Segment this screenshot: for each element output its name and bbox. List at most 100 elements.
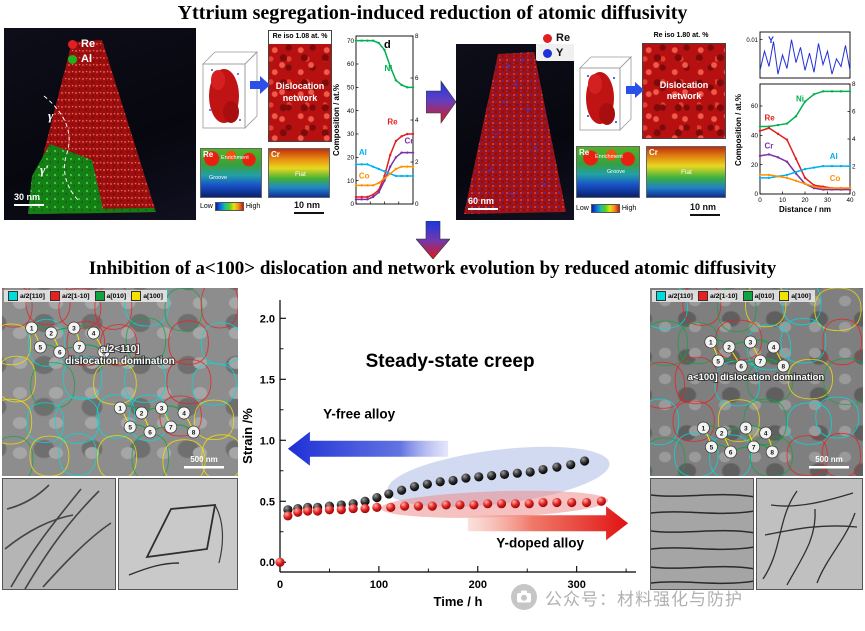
- watermark-text: 公众号：材料强化与防护: [545, 589, 743, 609]
- tem-legend-item-a/2[110]: a/2[110]: [8, 291, 45, 301]
- svg-text:2: 2: [852, 164, 856, 171]
- legend-label: a/2[1-10]: [709, 292, 738, 300]
- legend-swatch: [697, 291, 708, 301]
- composition-profile-y-free: 0 10 20 30 40 50 60 70 0 2 4 6 8 Ni Re Cr Al Co Compositio…: [332, 33, 419, 208]
- svg-text:20: 20: [347, 155, 355, 162]
- svg-text:0: 0: [415, 201, 419, 208]
- svg-text:0.01: 0.01: [746, 38, 758, 44]
- svg-text:1.5: 1.5: [260, 374, 275, 386]
- gamma-label: γ: [48, 108, 54, 123]
- legend-item-Al: Al: [68, 53, 95, 65]
- legend-label: a[100]: [791, 292, 811, 300]
- svg-text:0.5: 0.5: [260, 496, 275, 508]
- bottom-title: Inhibition of a<100> dislocation and net…: [88, 258, 777, 279]
- svg-text:30: 30: [824, 197, 832, 204]
- svg-text:40: 40: [751, 133, 759, 140]
- svg-text:Al: Al: [359, 148, 367, 157]
- watermark-logo-icon: [511, 584, 537, 610]
- svg-text:8: 8: [781, 363, 785, 370]
- map-note-flat: Flat: [295, 171, 306, 178]
- svg-text:0.0: 0.0: [260, 557, 275, 569]
- arrow-right-small-icon: [626, 82, 644, 98]
- svg-text:3: 3: [72, 325, 76, 332]
- svg-text:3: 3: [744, 425, 748, 432]
- legend-swatch: [742, 291, 753, 301]
- svg-text:Ni: Ni: [796, 95, 804, 104]
- apt-image-y-doped: 60 nm: [456, 44, 574, 220]
- svg-text:20: 20: [801, 197, 809, 204]
- isosurface-3d-box: [579, 56, 632, 131]
- colorbar: Low High: [576, 204, 636, 213]
- svg-text:60: 60: [347, 61, 355, 68]
- scale-label: 30 nm: [14, 192, 41, 202]
- svg-text:7: 7: [752, 444, 756, 451]
- svg-text:1.0: 1.0: [260, 435, 275, 447]
- svg-text:Cr: Cr: [404, 136, 413, 145]
- dislocation-network-box: Dislocation network: [642, 43, 726, 139]
- svg-text:2: 2: [49, 330, 53, 337]
- svg-text:6: 6: [58, 349, 62, 356]
- dislocation-network-label: Dislocation network: [275, 81, 325, 103]
- colorbar-gradient: [214, 202, 244, 211]
- legend-swatch: [49, 291, 60, 301]
- scale-label: 10 nm: [294, 200, 321, 210]
- legend-label: a/2[110]: [668, 292, 693, 300]
- tem-legend-item-a[010]: a[010]: [94, 291, 127, 301]
- svg-text:7: 7: [77, 344, 81, 351]
- legend-label: Y: [556, 47, 564, 59]
- svg-text:500 nm: 500 nm: [815, 455, 843, 464]
- svg-text:Co: Co: [359, 171, 370, 180]
- svg-text:300: 300: [567, 579, 585, 591]
- svg-text:0: 0: [754, 191, 758, 198]
- svg-text:4: 4: [415, 117, 419, 124]
- svg-text:Re: Re: [765, 114, 776, 123]
- svg-text:5: 5: [128, 424, 132, 431]
- legend-label: a[010]: [106, 292, 127, 300]
- legend-dot: [543, 33, 552, 43]
- svg-text:Composition / at.%: Composition / at.%: [734, 94, 743, 166]
- svg-text:dislocation domination: dislocation domination: [65, 356, 174, 367]
- svg-text:a<100] dislocation domination: a<100] dislocation domination: [688, 372, 825, 383]
- svg-text:70: 70: [347, 38, 355, 45]
- svg-text:30: 30: [347, 131, 355, 138]
- transition-arrow-right-icon: [426, 80, 456, 124]
- svg-text:4: 4: [772, 344, 776, 351]
- svg-text:Y-doped alloy: Y-doped alloy: [496, 536, 584, 551]
- svg-text:8: 8: [102, 349, 106, 356]
- tem-legend-item-a/2[110]: a/2[110]: [656, 291, 693, 301]
- svg-text:0: 0: [852, 191, 856, 198]
- map-element-label: Cr: [271, 150, 280, 159]
- map-element-label: Re: [203, 150, 214, 159]
- svg-text:4: 4: [92, 330, 96, 337]
- tem-image-y-doped: a/2[110] a/2[1-10] a[010] a[100] 1 2 3 4 5 6 7 8 1 2…: [650, 288, 863, 476]
- legend-swatch: [8, 291, 18, 301]
- transition-arrow-down-icon: [416, 221, 450, 259]
- arrow-right-small-icon: [250, 76, 270, 94]
- tem-inset-parallel-dislocations: [650, 478, 754, 590]
- svg-text:10: 10: [347, 178, 355, 185]
- scale-label: 10 nm: [690, 202, 717, 212]
- svg-text:20: 20: [751, 162, 759, 169]
- svg-text:7: 7: [169, 424, 173, 431]
- svg-text:2: 2: [140, 410, 144, 417]
- apt-image-y-free: Re Al γ γ′ 30 nm: [4, 28, 196, 220]
- svg-text:4: 4: [764, 430, 768, 437]
- watermark: 公众号：材料强化与防护: [510, 583, 743, 611]
- svg-text:40: 40: [846, 197, 854, 204]
- scalebar-10nm: 10 nm: [690, 202, 720, 216]
- svg-text:1: 1: [30, 325, 34, 332]
- burgers-vector-legend: a/2[110] a/2[1-10] a[010] a[100]: [4, 290, 167, 302]
- svg-text:7: 7: [758, 358, 762, 365]
- iso-threshold-label: Re iso 1.80 at. %: [653, 32, 709, 39]
- svg-text:Re: Re: [387, 118, 398, 127]
- gamma-prime-label: γ′: [40, 162, 50, 177]
- map-element-label: Re: [579, 148, 590, 157]
- svg-text:5: 5: [39, 344, 43, 351]
- top-title: Yttrium segregation-induced reduction of…: [177, 2, 688, 24]
- legend-swatch: [94, 291, 105, 301]
- legend-label: Al: [81, 53, 92, 65]
- svg-text:0: 0: [277, 579, 283, 591]
- svg-text:60: 60: [751, 103, 759, 110]
